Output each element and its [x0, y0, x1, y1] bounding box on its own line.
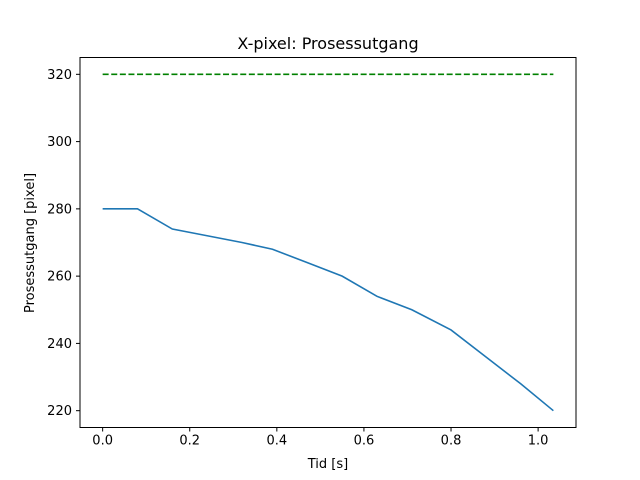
- y-tick-label: 260: [47, 270, 72, 285]
- y-axis-label: Prosessutgang [pixel]: [23, 173, 38, 313]
- y-tick-label: 300: [47, 135, 72, 150]
- x-axis-label: Tid [s]: [307, 457, 348, 472]
- x-tick-label: 0.2: [179, 434, 200, 449]
- x-tick-label: 0.4: [266, 434, 287, 449]
- y-tick-label: 280: [47, 202, 72, 217]
- x-tick-label: 0.8: [441, 434, 462, 449]
- series-line-0: [102, 208, 554, 412]
- y-tick-label: 320: [47, 68, 72, 83]
- chart-title: X-pixel: Prosessutgang: [237, 34, 418, 53]
- x-tick-label: 0.6: [354, 434, 375, 449]
- y-tick-label: 220: [47, 404, 72, 419]
- x-tick-label: 0.0: [92, 434, 113, 449]
- plot-frame: [79, 57, 577, 428]
- y-tick-label: 240: [47, 337, 72, 352]
- x-tick-label: 1.0: [528, 434, 549, 449]
